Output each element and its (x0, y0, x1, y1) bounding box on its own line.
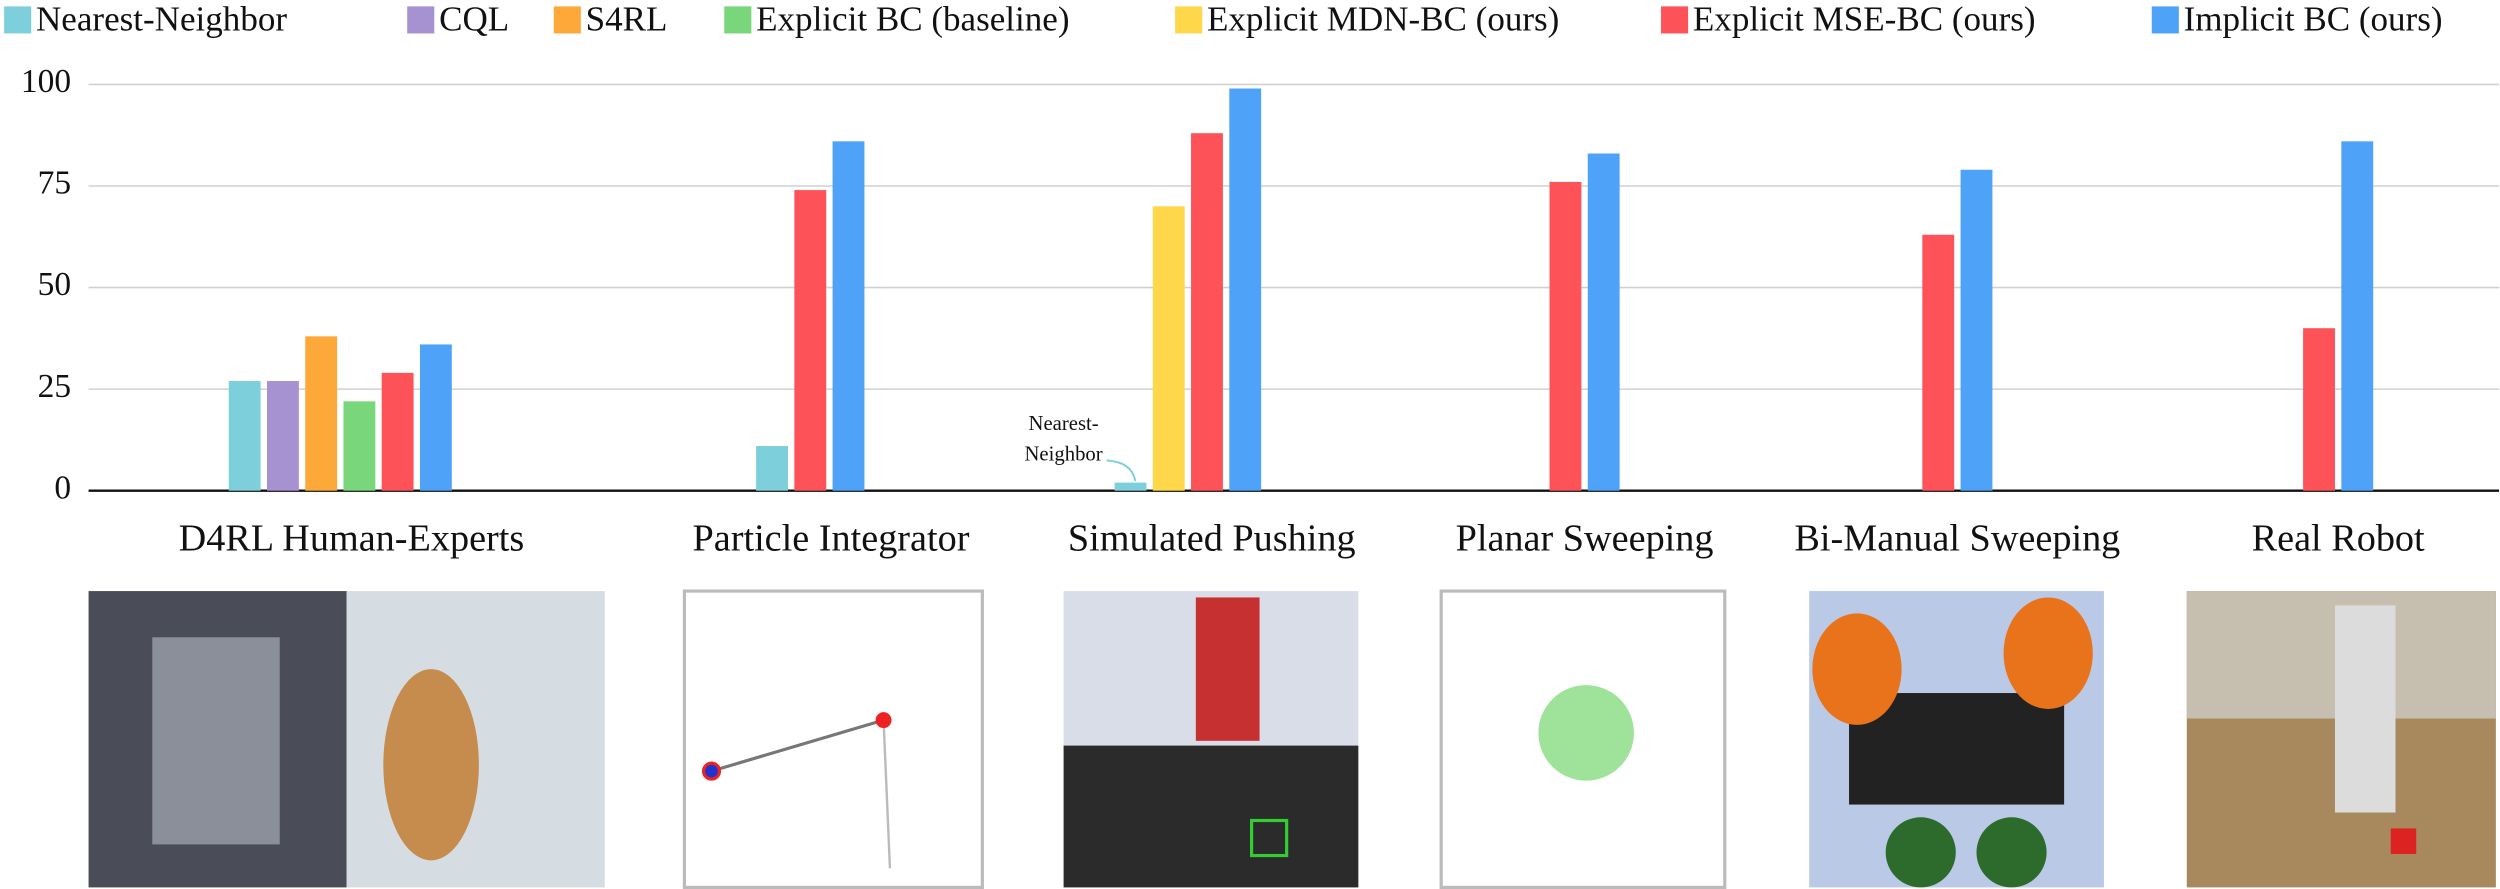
bar (2341, 141, 2374, 491)
image-detail (1976, 817, 2047, 888)
legend-label: CQL (439, 0, 509, 38)
legend-label: Explicit MSE-BC (ours) (1693, 0, 2036, 38)
bar (381, 372, 414, 491)
image-detail (1885, 817, 1956, 888)
x-tick-label: Particle Integrator (693, 517, 970, 559)
y-tick-label: 50 (38, 266, 71, 303)
legend-swatch (1175, 6, 1203, 34)
image-detail (1063, 745, 1359, 888)
legend-label: Explicit BC (baseline) (756, 0, 1069, 38)
y-tick-label: 100 (21, 63, 71, 100)
x-tick-label: D4RL Human-Experts (179, 517, 525, 559)
image-detail (2334, 605, 2396, 813)
bar (305, 336, 338, 491)
image-detail (1250, 818, 1289, 858)
image-detail (1812, 613, 1902, 725)
bar (228, 381, 261, 491)
image-detail (1195, 597, 1260, 741)
bar (343, 401, 376, 491)
bar (1587, 153, 1620, 491)
bar (1229, 88, 1262, 491)
bar (2303, 328, 2335, 491)
image-detail (701, 761, 722, 781)
annotation: Nearest- (1029, 413, 1099, 435)
x-tick-label: Real Robot (2252, 517, 2425, 559)
legend-swatch (4, 6, 32, 34)
y-tick-label: 75 (38, 165, 71, 202)
bar (794, 190, 827, 491)
bar (1549, 181, 1582, 491)
image-detail (2003, 597, 2093, 709)
bar (756, 446, 788, 491)
image-detail (882, 720, 892, 869)
legend-swatch (2151, 6, 2179, 34)
bar (1922, 234, 1955, 491)
legend-swatch (724, 6, 752, 34)
image-detail (2390, 828, 2417, 854)
legend-label: Explicit MDN-BC (ours) (1207, 0, 1559, 38)
legend-label: S4RL (586, 0, 668, 38)
y-tick-label: 25 (38, 368, 71, 405)
image-detail (1538, 685, 1634, 781)
bar (419, 344, 452, 491)
annotation: Neighbor (1024, 443, 1102, 465)
legend-swatch (1661, 6, 1689, 34)
legend-label: Implicit BC (ours) (2184, 0, 2443, 38)
x-tick-label: Simulated Pushing (1068, 517, 1356, 559)
x-tick-label: Bi-Manual Sweeping (1794, 517, 2120, 559)
bar (1191, 133, 1223, 491)
image-detail (875, 712, 892, 729)
bar (832, 141, 865, 491)
task-images (88, 589, 2496, 889)
bar (1152, 206, 1185, 491)
image-particle (682, 589, 984, 889)
bar (267, 381, 299, 491)
legend-swatch (407, 6, 435, 34)
bar (1114, 482, 1147, 491)
image-detail (383, 669, 479, 861)
image-detail (152, 637, 280, 845)
bar (1960, 169, 1993, 491)
y-tick-label: 0 (54, 469, 71, 506)
image-detail (711, 718, 885, 773)
legend-label: Nearest-Neighbor (36, 0, 287, 38)
x-tick-label: Planar Sweeping (1456, 517, 1714, 559)
legend-swatch (553, 6, 581, 34)
annotation-leader (1106, 459, 1137, 482)
